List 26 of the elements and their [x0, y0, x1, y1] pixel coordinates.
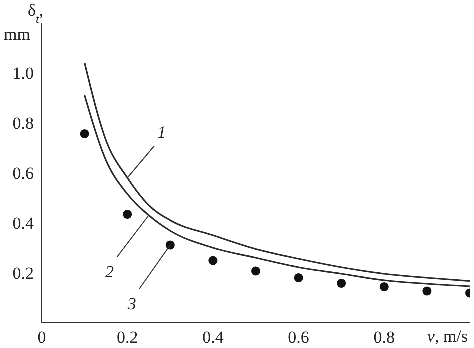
annotation: 1	[158, 123, 166, 142]
line-series	[84, 94, 470, 288]
x-tick-label: 0	[38, 328, 46, 348]
x-tick-label: 0.4	[202, 328, 224, 348]
point	[123, 210, 132, 220]
annotation: 3	[126, 294, 136, 314]
line-series	[84, 62, 470, 282]
y-tick-label: 1.0	[12, 64, 34, 84]
x-tick-label: 0.6	[288, 328, 310, 348]
point	[380, 282, 389, 292]
y-axis-title: δ$_{t}$, mm	[4, 1, 44, 44]
x-axis-title: v, m/s	[427, 327, 468, 346]
point	[251, 266, 261, 276]
y-tick-label: 0.6	[12, 164, 34, 184]
x-tick-label: 0.8	[374, 328, 396, 348]
point	[337, 278, 346, 288]
point	[166, 240, 175, 250]
point	[294, 273, 304, 283]
annotation: 2	[106, 262, 114, 282]
point	[80, 129, 90, 139]
y-tick-label: 0.2	[12, 264, 34, 284]
y-tick-label: 0.4	[12, 214, 34, 234]
x-tick-label: 0.2	[116, 328, 138, 348]
point	[208, 256, 218, 266]
point	[422, 286, 432, 296]
y-tick-label: 0.8	[12, 114, 34, 134]
